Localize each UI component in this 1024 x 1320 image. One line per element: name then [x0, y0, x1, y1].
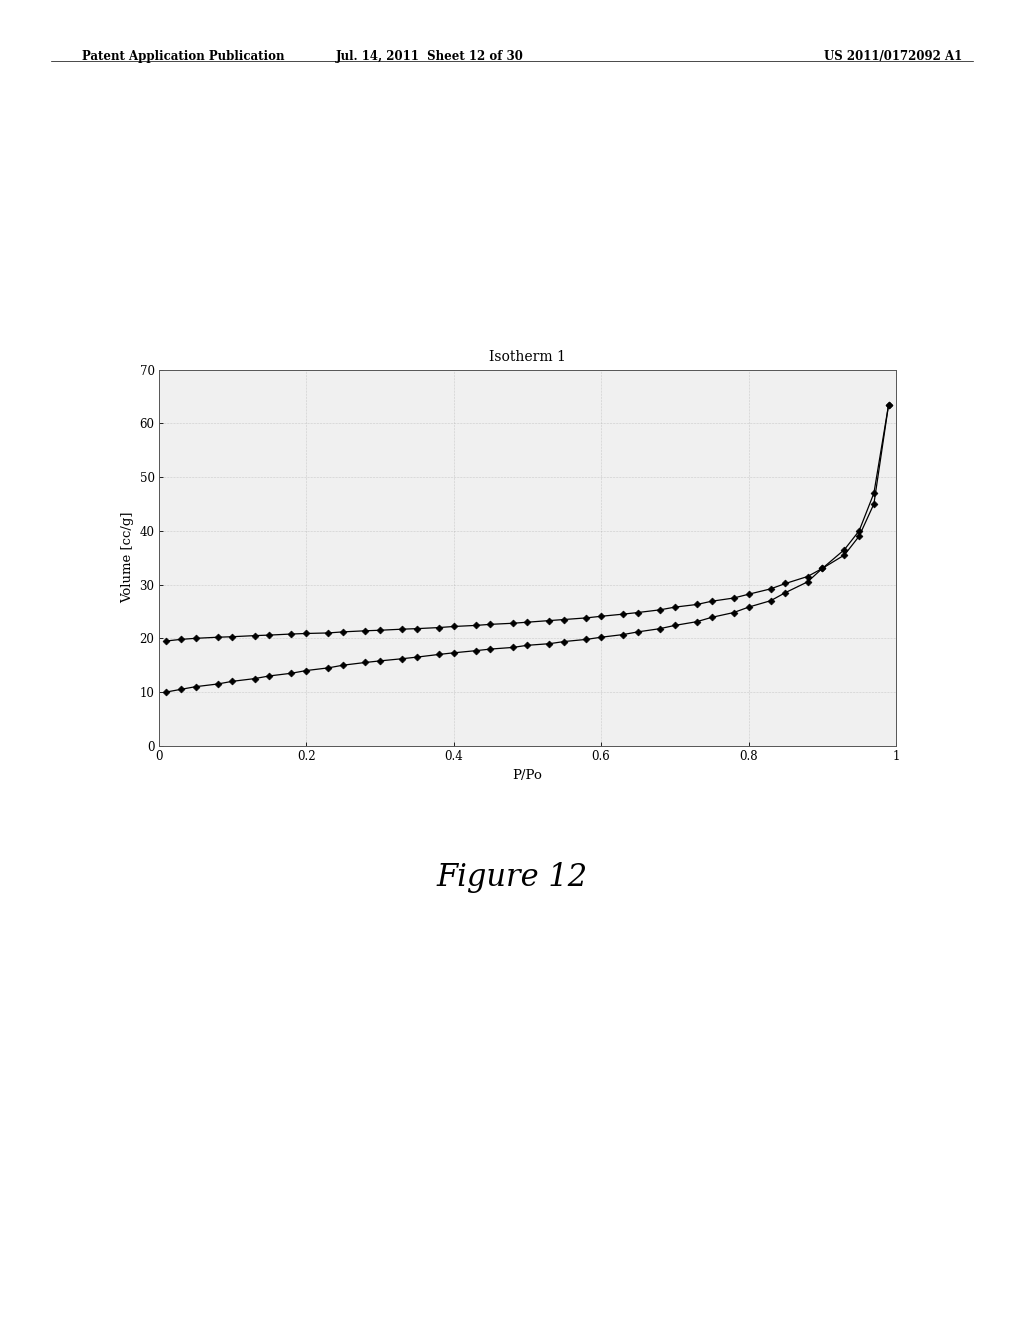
Text: Figure 12: Figure 12 [436, 862, 588, 894]
Title: Isotherm 1: Isotherm 1 [488, 350, 566, 364]
Text: US 2011/0172092 A1: US 2011/0172092 A1 [824, 50, 963, 63]
Y-axis label: Volume [cc/g]: Volume [cc/g] [121, 512, 134, 603]
Text: Jul. 14, 2011  Sheet 12 of 30: Jul. 14, 2011 Sheet 12 of 30 [336, 50, 524, 63]
X-axis label: P/Po: P/Po [512, 768, 543, 781]
Text: Patent Application Publication: Patent Application Publication [82, 50, 285, 63]
